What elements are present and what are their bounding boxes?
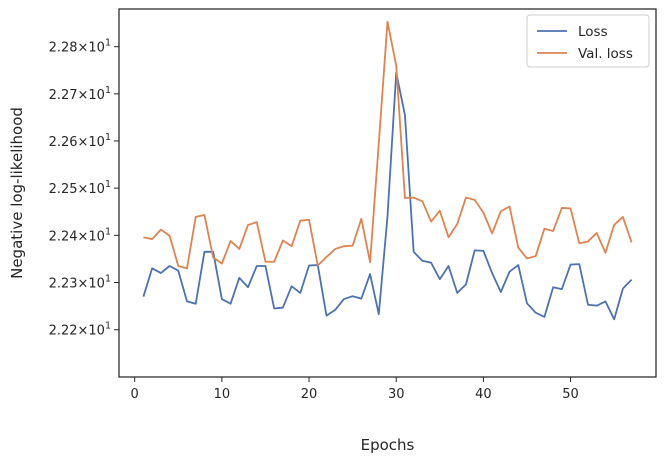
x-tick-label: 40 <box>475 387 492 402</box>
x-tick-label: 30 <box>388 387 405 402</box>
x-axis-title: Epochs <box>361 436 415 454</box>
y-tick-label: 2.26×101 <box>49 132 111 150</box>
legend: Loss Val. loss <box>526 14 650 68</box>
plot-frame <box>118 8 657 378</box>
legend-label-loss: Loss <box>578 24 608 40</box>
series-line-1 <box>143 20 633 270</box>
series-layer <box>142 20 633 321</box>
y-tick-label: 2.25×101 <box>49 179 111 197</box>
legend-box <box>526 14 650 68</box>
y-tick-label: 2.22×101 <box>49 321 111 339</box>
x-tick-label: 50 <box>562 387 579 402</box>
y-axis: 2.22×101 2.23×101 2.24×101 2.25×101 2.26×101… <box>49 38 119 339</box>
y-tick-label: 2.24×101 <box>49 226 111 244</box>
y-tick-label: 2.23×101 <box>49 274 111 292</box>
y-tick-label: 2.28×101 <box>49 38 111 56</box>
series-line-0 <box>142 71 633 321</box>
x-tick-label: 10 <box>214 387 231 402</box>
x-axis: 0 10 20 30 40 50 <box>131 377 579 402</box>
x-tick-label: 0 <box>131 387 139 402</box>
y-tick-label: 2.27×101 <box>49 85 111 103</box>
x-tick-label: 20 <box>301 387 318 402</box>
legend-label-val-loss: Val. loss <box>578 46 633 62</box>
y-axis-title: Negative log-likelihood <box>8 107 26 279</box>
